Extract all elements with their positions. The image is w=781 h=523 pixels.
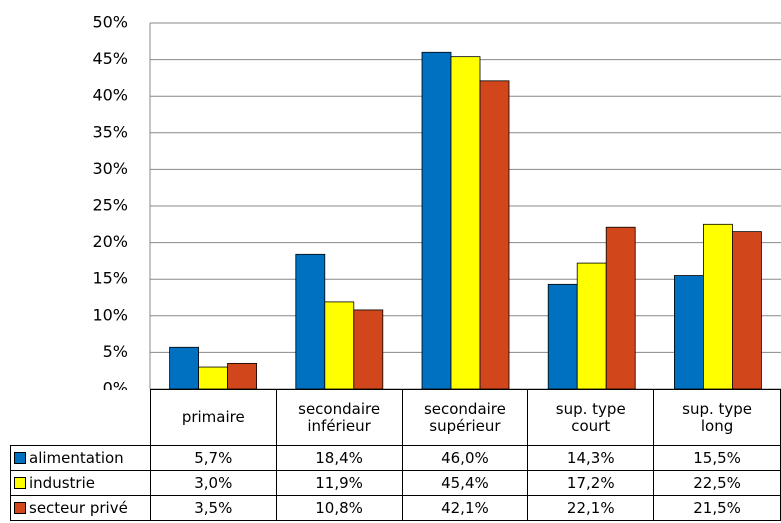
- y-tick-label: 40%: [92, 86, 128, 105]
- bar: [479, 80, 510, 390]
- y-tick-label: 0%: [103, 379, 128, 391]
- x-tick-label: sup. type court: [555, 399, 626, 435]
- bar: [227, 362, 258, 390]
- plot: 0% 5% 10% 15% 20% 25% 30% 35% 40% 45% 50%: [92, 13, 781, 391]
- bar: [450, 56, 481, 390]
- legend-label: industrie: [29, 473, 95, 492]
- legend-cell: industrie: [10, 470, 151, 496]
- data-table: primaire secondaire inférieur secondaire s…: [10, 389, 781, 521]
- legend-swatch: [14, 476, 26, 489]
- y-tick-label: 35%: [92, 122, 128, 141]
- value-cell: 17,2%: [527, 470, 655, 496]
- legend-swatch: [14, 501, 26, 514]
- series-row: industrie 3,0% 11,9% 45,4% 17,2% 22,5%: [10, 470, 781, 496]
- value-cell: 45,4%: [401, 470, 529, 496]
- category-cell: primaire: [149, 389, 277, 446]
- value-cell: 3,0%: [149, 470, 277, 496]
- value-cell: 14,3%: [527, 445, 655, 471]
- bar: [576, 262, 607, 390]
- x-tick-label: secondaire inférieur: [298, 399, 381, 435]
- y-tick-label: 30%: [92, 159, 128, 178]
- y-tick-label: 25%: [92, 196, 128, 215]
- series-row: secteur privé 3,5% 10,8% 42,1% 22,1% 21,5%: [10, 495, 781, 521]
- bar: [674, 275, 704, 390]
- value-cell: 42,1%: [401, 495, 529, 521]
- value-cell: 18,4%: [275, 445, 403, 471]
- value-cell: 10,8%: [275, 495, 403, 521]
- legend-swatch: [14, 451, 26, 464]
- value-cell: 3,5%: [149, 495, 277, 521]
- bar: [324, 301, 355, 390]
- bar: [198, 366, 229, 390]
- bar: [295, 253, 326, 390]
- category-cell: secondaire inférieur: [275, 389, 403, 446]
- value-cell: 15,5%: [653, 445, 781, 471]
- legend-label: secteur privé: [29, 498, 128, 517]
- category-cell: secondaire supérieur: [401, 389, 529, 446]
- category-cell: sup. type court: [527, 389, 655, 446]
- bar: [353, 309, 384, 390]
- x-tick-label: primaire: [181, 408, 245, 426]
- blank-cell: [11, 390, 151, 446]
- bar: [547, 283, 578, 390]
- value-cell: 11,9%: [275, 470, 403, 496]
- bar: [605, 226, 636, 390]
- y-tick-label: 10%: [92, 305, 128, 324]
- bar: [732, 231, 762, 390]
- header-row: primaire secondaire inférieur secondaire s…: [11, 389, 781, 446]
- series-row: alimentation 5,7% 18,4% 46,0% 14,3% 15,5%: [10, 445, 781, 471]
- value-cell: 22,5%: [653, 470, 781, 496]
- bar: [421, 51, 452, 390]
- bar: [703, 223, 733, 390]
- category-cell: sup. type long: [653, 389, 781, 446]
- legend-label: alimentation: [29, 448, 124, 467]
- x-tick-label: sup. type long: [682, 399, 753, 435]
- y-tick-label: 15%: [92, 269, 128, 288]
- y-tick-label: 5%: [103, 342, 128, 361]
- x-tick-label: secondaire supérieur: [423, 399, 506, 435]
- value-cell: 21,5%: [653, 495, 781, 521]
- bar: [169, 346, 200, 390]
- y-tick-label: 45%: [92, 49, 128, 68]
- legend-cell: secteur privé: [10, 495, 151, 521]
- legend-cell: alimentation: [10, 445, 151, 471]
- y-tick-label: 50%: [92, 13, 128, 32]
- value-cell: 5,7%: [149, 445, 277, 471]
- value-cell: 46,0%: [401, 445, 529, 471]
- y-tick-label: 20%: [92, 232, 128, 251]
- value-cell: 22,1%: [527, 495, 655, 521]
